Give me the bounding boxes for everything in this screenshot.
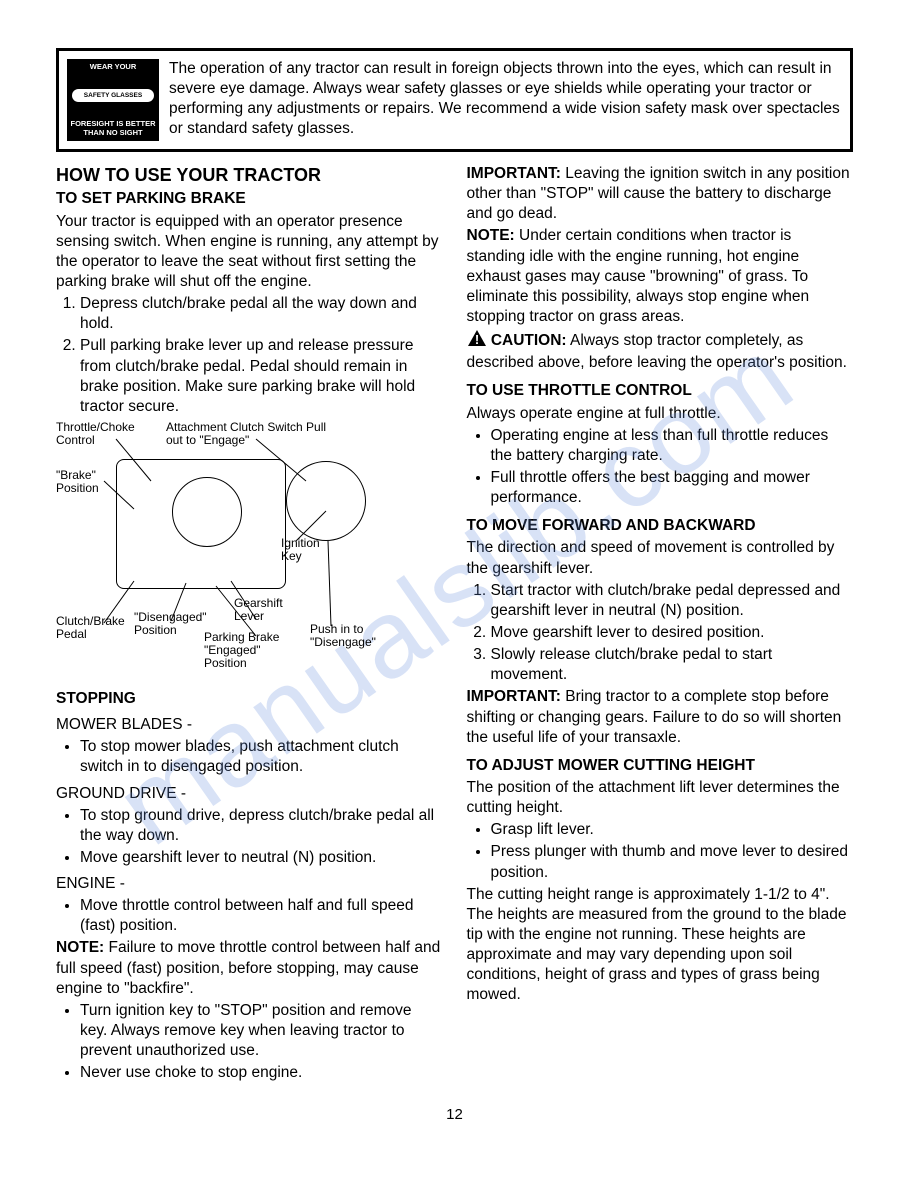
right-column: IMPORTANT: Leaving the ignition switch i… [467,164,854,1085]
caution: ! CAUTION: Always stop tractor completel… [467,329,854,373]
move-forward-backward-heading: TO MOVE FORWARD AND BACKWARD [467,516,854,536]
safety-glasses-badge: WEAR YOUR SAFETY GLASSES FORESIGHT IS BE… [67,59,159,141]
cutting-height-item-2: Press plunger with thumb and move lever … [491,842,854,882]
engine-item-2: Turn ignition key to "STOP" position and… [80,1001,443,1061]
cutting-height-list: Grasp lift lever. Press plunger with thu… [467,820,854,882]
movement-intro: The direction and speed of movement is c… [467,538,854,578]
movement-step-2: Move gearshift lever to desired position… [491,623,854,643]
badge-bottom: FORESIGHT IS BETTER THAN NO SIGHT [69,120,157,137]
page-number: 12 [56,1105,853,1125]
clutch-brake-pedal-label: Clutch/Brake Pedal [56,615,134,641]
throttle-list: Operating engine at less than full throt… [467,426,854,509]
ground-drive-item-2: Move gearshift lever to neutral (N) posi… [80,848,443,868]
step-2: Pull parking brake lever up and release … [80,336,443,417]
ground-drive-item-1: To stop ground drive, depress clutch/bra… [80,806,443,846]
note-label: NOTE: [56,939,104,956]
mower-blades-list: To stop mower blades, push attachment cl… [56,737,443,777]
set-parking-brake-heading: TO SET PARKING BRAKE [56,189,443,209]
two-column-layout: HOW TO USE YOUR TRACTOR TO SET PARKING B… [56,164,853,1085]
cutting-height-heading: TO ADJUST MOWER CUTTING HEIGHT [467,756,854,776]
badge-mid: SAFETY GLASSES [72,89,154,102]
important-1-label: IMPORTANT: [467,165,561,182]
important-2: IMPORTANT: Bring tractor to a complete s… [467,687,854,747]
important-1: IMPORTANT: Leaving the ignition switch i… [467,164,854,224]
ground-drive-subheading: GROUND DRIVE - [56,784,443,804]
tractor-controls-diagram: Throttle/Choke Control "Brake" Position … [56,421,443,681]
warning-triangle-icon: ! [467,329,487,353]
cutting-height-item-1: Grasp lift lever. [491,820,854,840]
throttle-label: Throttle/Choke Control [56,421,156,447]
left-column: HOW TO USE YOUR TRACTOR TO SET PARKING B… [56,164,443,1085]
safety-text: The operation of any tractor can result … [169,59,840,141]
caution-label: CAUTION: [491,332,567,349]
parking-brake-engaged-label: Parking Brake "Engaged" Position [204,631,300,671]
safety-warning-box: WEAR YOUR SAFETY GLASSES FORESIGHT IS BE… [56,48,853,152]
parking-brake-steps: Depress clutch/brake pedal all the way d… [56,294,443,417]
engine-list-1: Move throttle control between half and f… [56,896,443,936]
mower-blades-item: To stop mower blades, push attachment cl… [80,737,443,777]
attachment-clutch-label: Attachment Clutch Switch Pull out to "En… [166,421,346,447]
important-2-label: IMPORTANT: [467,688,561,705]
main-heading: HOW TO USE YOUR TRACTOR [56,164,443,187]
mower-blades-subheading: MOWER BLADES - [56,715,443,735]
engine-note: NOTE: Failure to move throttle control b… [56,938,443,998]
parking-brake-intro: Your tractor is equipped with an operato… [56,212,443,293]
throttle-item-1: Operating engine at less than full throt… [491,426,854,466]
throttle-item-2: Full throttle offers the best bagging an… [491,468,854,508]
movement-step-1: Start tractor with clutch/brake pedal de… [491,581,854,621]
engine-list-2: Turn ignition key to "STOP" position and… [56,1001,443,1084]
brake-position-label: "Brake" Position [56,469,116,495]
badge-top: WEAR YOUR [90,63,137,71]
movement-step-3: Slowly release clutch/brake pedal to sta… [491,645,854,685]
ignition-key-label: Ignition Key [281,537,331,563]
cutting-height-intro: The position of the attachment lift leve… [467,778,854,818]
engine-subheading: ENGINE - [56,874,443,894]
ground-drive-list: To stop ground drive, depress clutch/bra… [56,806,443,868]
svg-text:!: ! [474,332,478,347]
note-1-label: NOTE: [467,227,515,244]
note-text: Failure to move throttle control between… [56,939,440,996]
gearshift-lever-label: Gearshift Lever [234,597,298,623]
cutting-height-range: The cutting height range is approximatel… [467,885,854,1006]
push-in-disengage-label: Push in to "Disengage" [310,623,390,649]
note-1: NOTE: Under certain conditions when trac… [467,226,854,327]
engine-item-3: Never use choke to stop engine. [80,1063,443,1083]
stopping-heading: STOPPING [56,689,443,709]
note-1-text: Under certain conditions when tractor is… [467,227,810,325]
step-1: Depress clutch/brake pedal all the way d… [80,294,443,334]
movement-steps: Start tractor with clutch/brake pedal de… [467,581,854,686]
throttle-control-heading: TO USE THROTTLE CONTROL [467,381,854,401]
throttle-intro: Always operate engine at full throttle. [467,404,854,424]
engine-item-1: Move throttle control between half and f… [80,896,443,936]
